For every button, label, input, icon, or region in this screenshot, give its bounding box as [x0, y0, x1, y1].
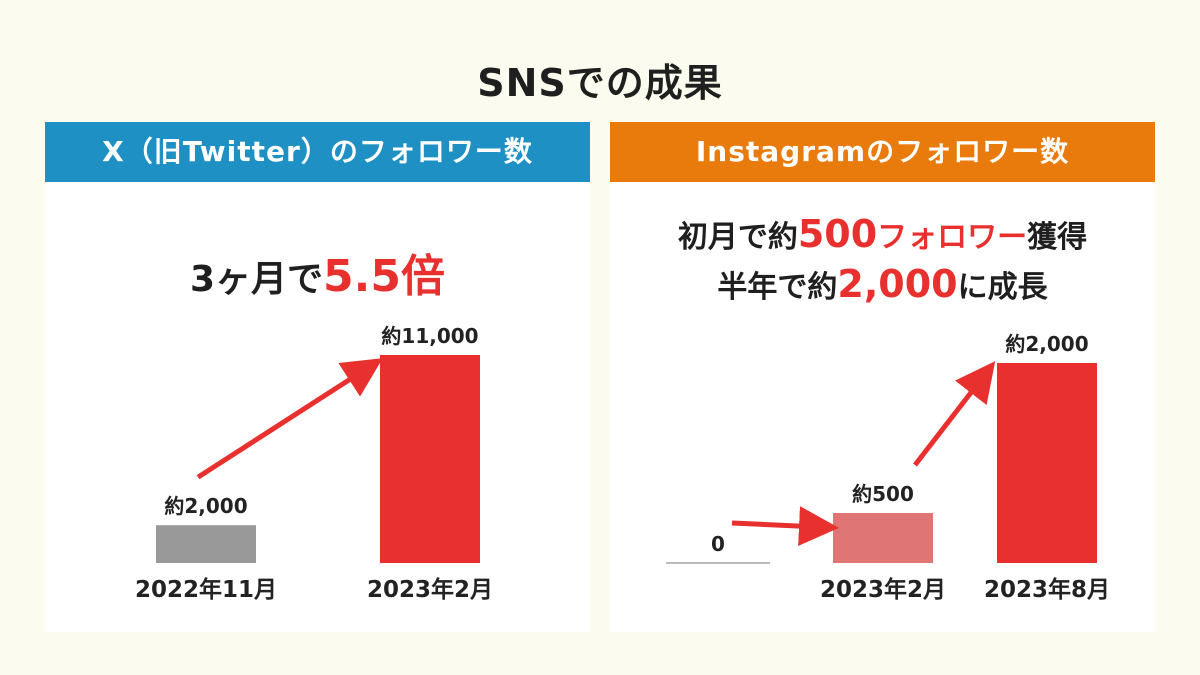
- twitter-panel-header: X（旧Twitter）のフォロワー数: [45, 122, 590, 182]
- page-title: SNSでの成果: [477, 61, 723, 105]
- instagram-line2-suffix: に成長: [957, 270, 1048, 305]
- instagram-data-label-2: 約2,000: [1005, 332, 1088, 356]
- instagram-line2-prefix: 半年で約: [717, 270, 838, 305]
- twitter-data-label-1: 約11,000: [381, 324, 478, 348]
- instagram-line1-word: フォロワー: [877, 220, 1028, 255]
- twitter-category-label-1: 2023年2月: [367, 576, 493, 603]
- twitter-bar-0: [156, 525, 256, 563]
- instagram-category-label-1: 2023年2月: [820, 576, 946, 603]
- twitter-headline-prefix: 3ヶ月で: [189, 259, 324, 300]
- twitter-follower-chart: 約2,000 2022年11月 約11,000 2023年2月: [135, 324, 493, 603]
- instagram-panel: Instagramのフォロワー数 初月で約500フォロワー獲得 半年で約2,00…: [610, 122, 1155, 632]
- twitter-headline: 3ヶ月で5.5倍: [45, 240, 590, 304]
- instagram-line1-prefix: 初月で約: [677, 220, 798, 255]
- instagram-growth-arrow-0: [731, 506, 839, 547]
- instagram-bar-1: [833, 513, 933, 563]
- instagram-category-label-2: 2023年8月: [984, 576, 1110, 603]
- twitter-headline-highlight: 5.5倍: [323, 251, 445, 302]
- instagram-headline-line1: 初月で約500フォロワー獲得: [610, 212, 1155, 256]
- instagram-growth-arrow-1: [913, 361, 996, 467]
- twitter-panel: X（旧Twitter）のフォロワー数 3ヶ月で5.5倍 約2,000 2022年1…: [45, 122, 590, 632]
- instagram-follower-chart: 0 約500 2023年2月 約2,000 2023年8月: [666, 332, 1110, 603]
- instagram-panel-header: Instagramのフォロワー数: [610, 122, 1155, 182]
- instagram-line1-suffix: 獲得: [1027, 220, 1088, 255]
- twitter-data-label-0: 約2,000: [164, 494, 247, 518]
- instagram-line1-number: 500: [797, 212, 878, 256]
- instagram-line2-number: 2,000: [837, 262, 958, 306]
- instagram-headline-line2: 半年で約2,000に成長: [610, 262, 1155, 306]
- twitter-growth-arrow-0: [196, 358, 383, 480]
- instagram-data-label-1: 約500: [852, 482, 914, 506]
- instagram-bar-2: [997, 363, 1097, 563]
- instagram-data-label-0: 0: [711, 532, 725, 556]
- twitter-category-label-0: 2022年11月: [135, 576, 277, 603]
- twitter-bar-1: [380, 355, 480, 563]
